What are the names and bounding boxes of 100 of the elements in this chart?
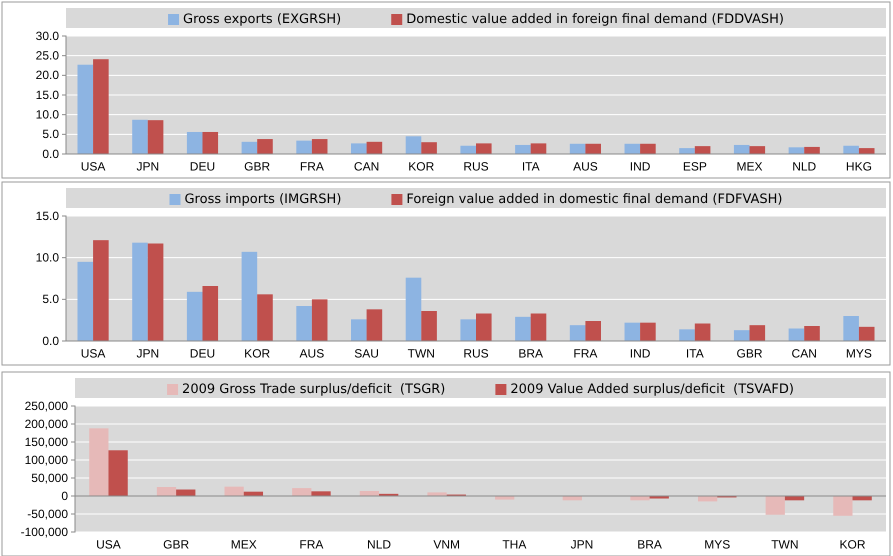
bar bbox=[750, 146, 766, 154]
bar bbox=[202, 286, 218, 341]
bar bbox=[788, 328, 804, 341]
x-tick-label: BRA bbox=[518, 346, 544, 361]
bar bbox=[804, 146, 820, 154]
x-tick-label: RUS bbox=[463, 160, 489, 174]
bar bbox=[257, 294, 273, 341]
x-tick-label: GBR bbox=[736, 346, 763, 361]
x-tick-label: MEX bbox=[736, 160, 763, 174]
y-tick-label: 200,000 bbox=[24, 416, 68, 431]
bar bbox=[351, 319, 367, 341]
bar bbox=[224, 486, 244, 496]
bar bbox=[93, 240, 109, 341]
bar bbox=[406, 136, 422, 154]
bar bbox=[766, 496, 785, 515]
y-tick-label: 10.0 bbox=[36, 250, 60, 265]
bar bbox=[585, 321, 601, 341]
y-tick-label: 100,000 bbox=[24, 452, 68, 467]
bar bbox=[186, 132, 202, 154]
legend-label: Foreign value added in domestic final demand (FDFVASH) bbox=[406, 192, 783, 207]
y-tick-label: -100,000 bbox=[20, 524, 68, 539]
bar bbox=[804, 326, 820, 341]
bar bbox=[242, 142, 258, 154]
y-tick-label: 0 bbox=[61, 488, 68, 503]
bar bbox=[292, 488, 312, 496]
bar bbox=[89, 428, 108, 496]
y-tick-label: 150,000 bbox=[24, 434, 68, 449]
y-tick-label: 0.0 bbox=[42, 146, 60, 161]
x-tick-label: ITA bbox=[686, 346, 704, 361]
y-tick-label: 15.0 bbox=[36, 208, 60, 223]
bar bbox=[77, 64, 94, 154]
x-tick-label: USA bbox=[96, 538, 121, 552]
bar bbox=[570, 325, 586, 341]
bar bbox=[784, 496, 804, 500]
x-tick-label: GBR bbox=[163, 538, 190, 552]
bar bbox=[694, 146, 710, 154]
x-tick-label: TWN bbox=[771, 538, 799, 552]
bar bbox=[366, 142, 382, 154]
bar bbox=[242, 252, 258, 341]
bar bbox=[624, 144, 640, 154]
y-tick-label: 0.0 bbox=[42, 334, 60, 348]
x-tick-label: IND bbox=[630, 346, 651, 361]
bar bbox=[296, 140, 312, 154]
bar bbox=[630, 496, 650, 500]
bar bbox=[176, 490, 196, 496]
x-tick-label: TWN bbox=[408, 346, 435, 361]
x-tick-label: JPN bbox=[136, 160, 160, 174]
bar bbox=[156, 487, 176, 496]
x-tick-label: DEU bbox=[190, 160, 216, 174]
legend-label: 2009 Value Added surplus/deficit (TSVAFD) bbox=[510, 382, 794, 397]
y-tick-label: 15.0 bbox=[36, 88, 60, 102]
y-tick-label: 30.0 bbox=[36, 28, 60, 43]
bar bbox=[186, 292, 202, 341]
x-tick-label: ESP bbox=[682, 160, 707, 174]
bar bbox=[698, 496, 718, 502]
x-tick-label: JPN bbox=[136, 346, 160, 361]
y-tick-label: 50,000 bbox=[31, 470, 68, 485]
x-tick-label: MYS bbox=[704, 538, 730, 552]
x-tick-label: HKG bbox=[846, 160, 872, 174]
x-tick-label: NLD bbox=[367, 538, 392, 552]
bar bbox=[858, 148, 875, 154]
x-tick-label: FRA bbox=[299, 538, 324, 552]
bar bbox=[132, 242, 148, 341]
y-tick-label: -50,000 bbox=[27, 506, 68, 521]
bar bbox=[312, 139, 328, 154]
bar bbox=[148, 244, 164, 341]
y-tick-label: 5.0 bbox=[42, 127, 60, 142]
bar bbox=[570, 144, 586, 154]
x-tick-label: USA bbox=[80, 160, 106, 174]
x-tick-label: VNM bbox=[433, 538, 460, 552]
x-tick-label: AUS bbox=[573, 160, 598, 174]
bar bbox=[148, 120, 164, 154]
bar bbox=[460, 319, 476, 341]
bar bbox=[750, 325, 766, 341]
x-tick-label: MYS bbox=[846, 346, 872, 361]
x-tick-label: AUS bbox=[300, 346, 324, 361]
x-tick-label: FRA bbox=[300, 160, 324, 174]
bar bbox=[640, 144, 656, 154]
bar bbox=[530, 314, 546, 341]
x-tick-label: NLD bbox=[792, 160, 817, 174]
bar bbox=[460, 146, 476, 154]
y-tick-label: 25.0 bbox=[36, 48, 60, 63]
bar bbox=[244, 492, 264, 496]
bar bbox=[257, 139, 273, 154]
y-tick-label: 20.0 bbox=[36, 68, 60, 82]
bar bbox=[530, 143, 546, 154]
y-tick-label: 10.0 bbox=[36, 108, 60, 122]
x-tick-label: IND bbox=[630, 160, 651, 174]
x-tick-label: CAN bbox=[354, 160, 380, 174]
x-tick-label: KOR bbox=[244, 346, 271, 361]
bar bbox=[734, 144, 750, 154]
bar bbox=[312, 299, 328, 341]
bar bbox=[734, 330, 750, 341]
bar bbox=[833, 496, 853, 516]
y-tick-label: 5.0 bbox=[42, 292, 60, 306]
bar bbox=[624, 322, 640, 341]
x-tick-label: THA bbox=[502, 538, 526, 552]
bar bbox=[679, 148, 695, 154]
bar bbox=[679, 329, 695, 341]
bar bbox=[585, 144, 601, 154]
